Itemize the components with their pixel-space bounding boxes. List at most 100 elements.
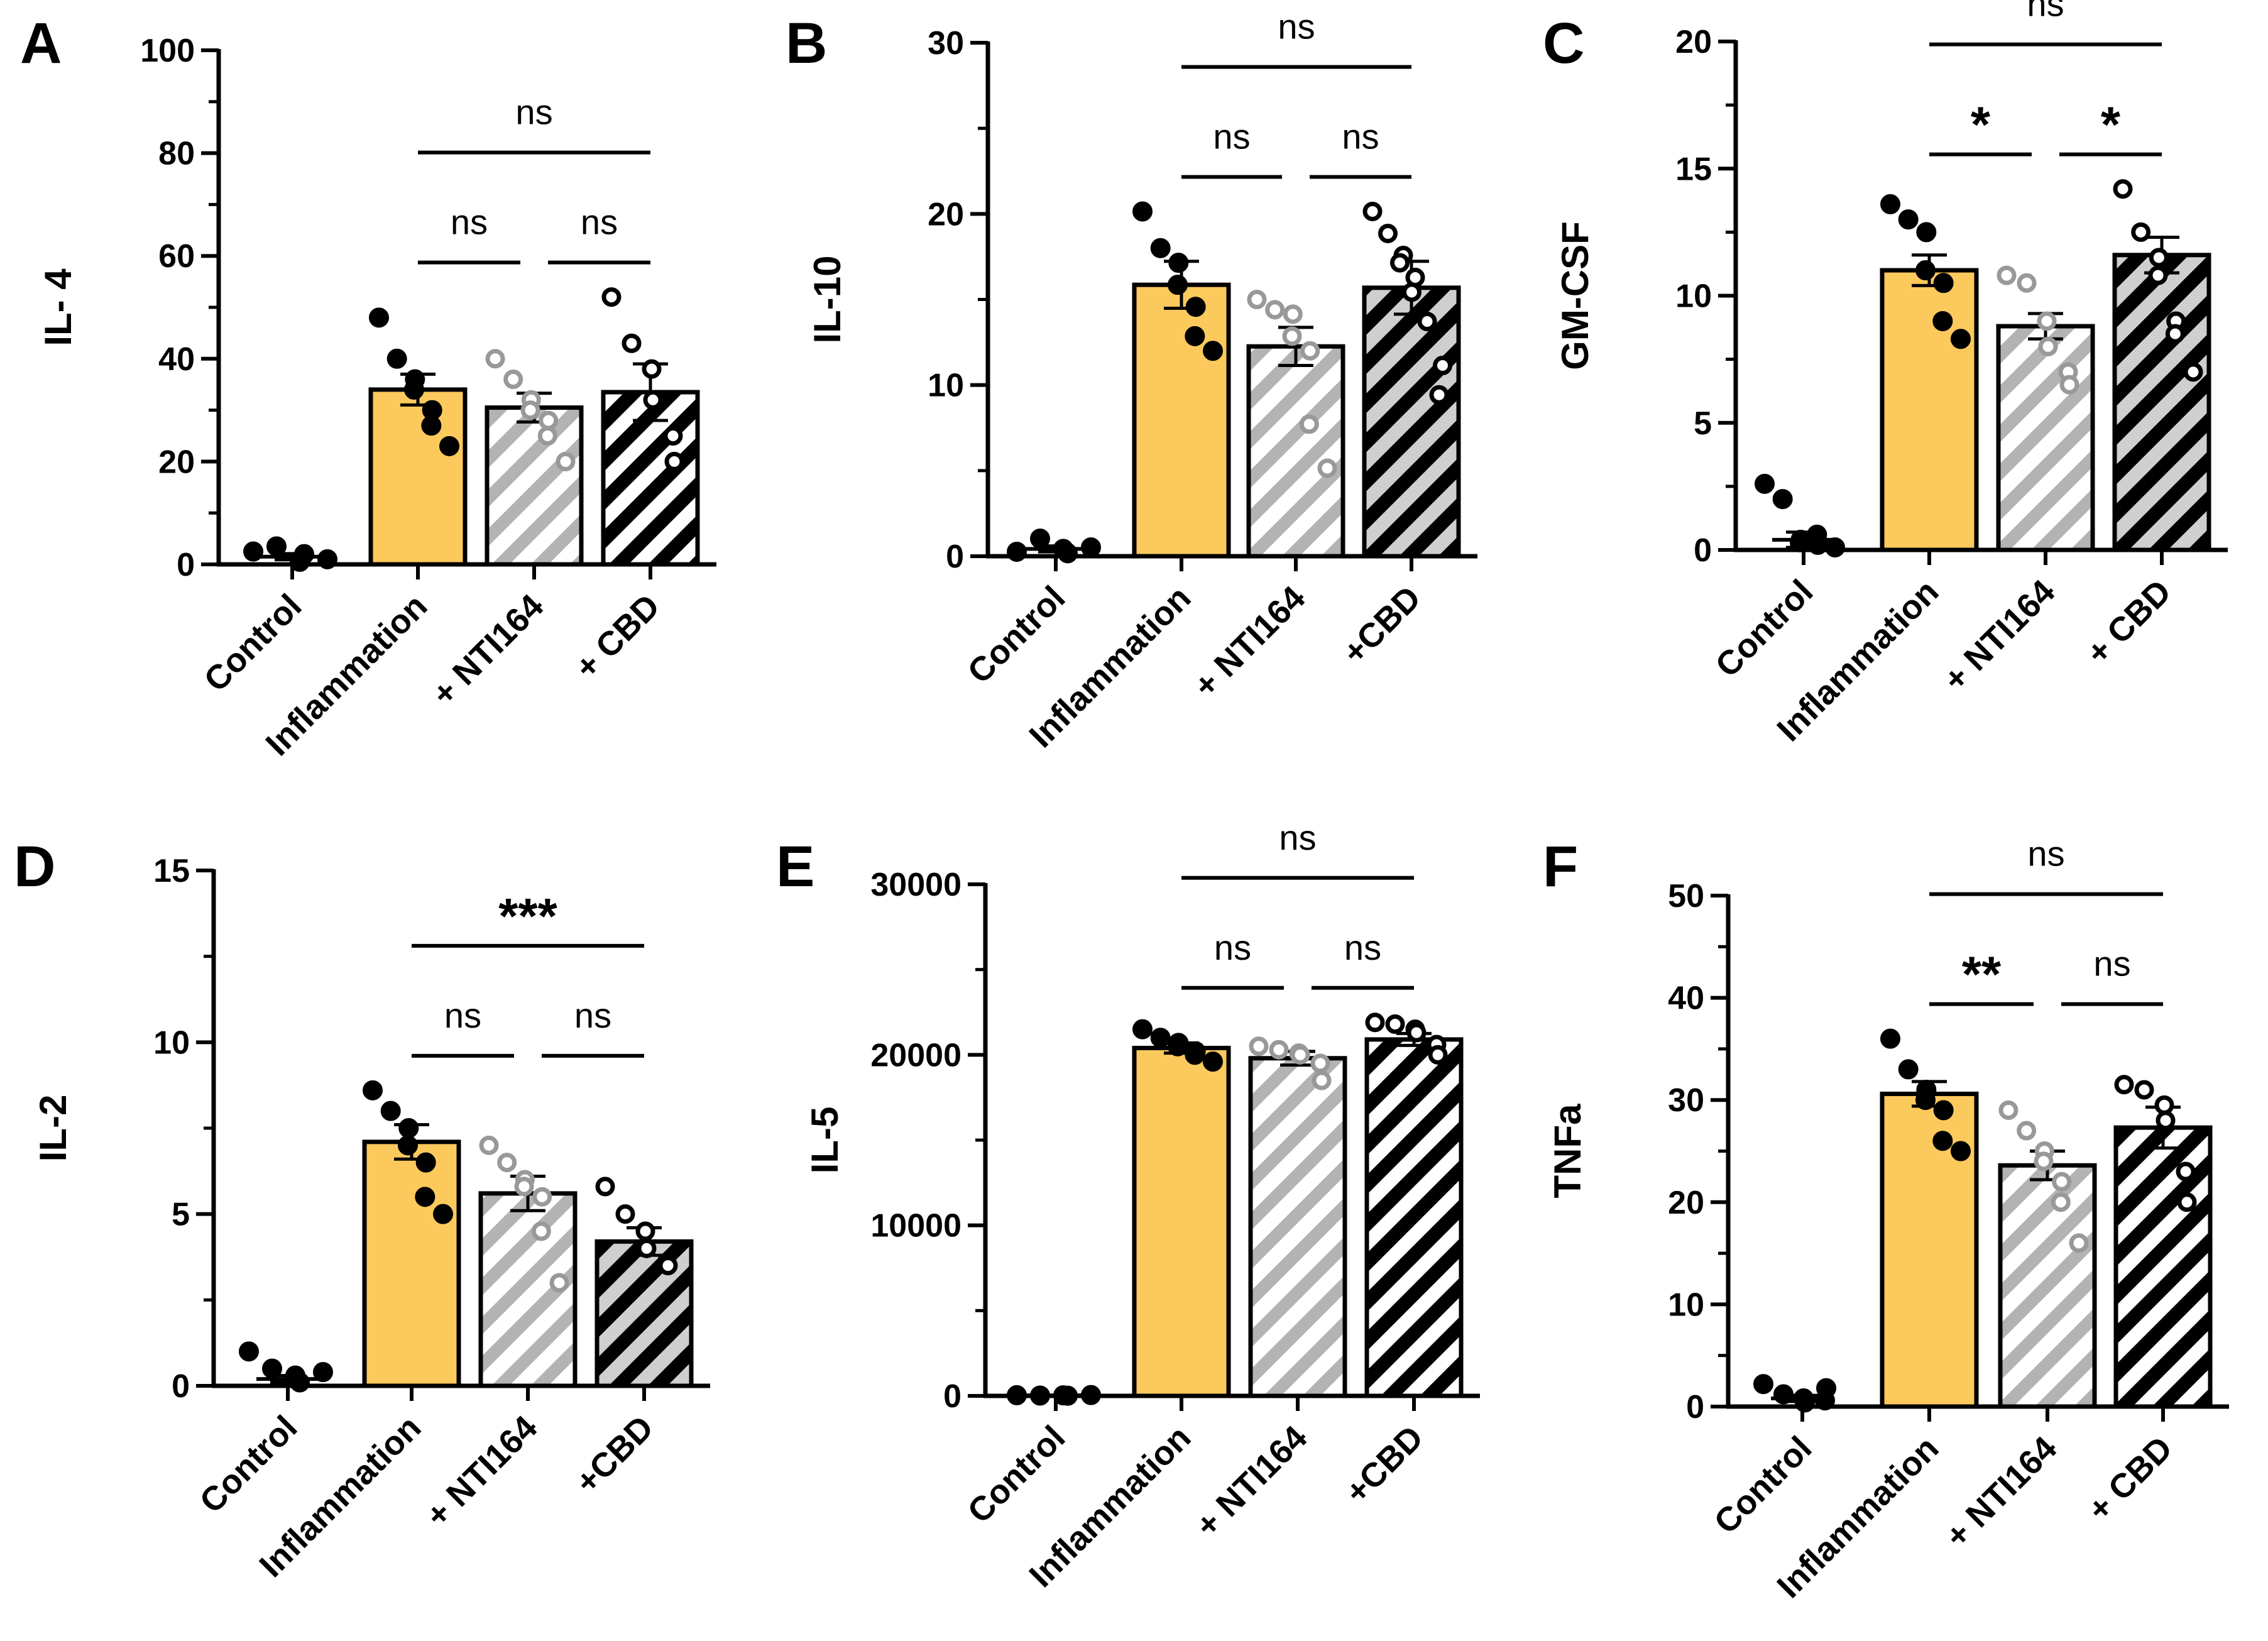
bar: [1132, 1045, 1231, 1398]
data-point: [1299, 414, 1319, 434]
data-point: [514, 1177, 534, 1197]
significance-label: ns: [515, 92, 552, 132]
data-point: [1168, 275, 1188, 295]
data-point: [1378, 223, 1398, 243]
y-tick-label: 5: [172, 1197, 190, 1233]
data-point: [1132, 201, 1153, 222]
bar: [1132, 282, 1231, 559]
y-tick-label: 10: [928, 368, 964, 404]
x-tick-label: +CBD: [1338, 1419, 1430, 1511]
data-point: [1150, 238, 1171, 258]
data-point: [1007, 541, 1027, 562]
data-point: [1433, 356, 1452, 376]
data-point: [404, 379, 424, 400]
data-point: [1030, 528, 1050, 549]
data-point: [262, 1358, 282, 1379]
data-point: [601, 287, 622, 307]
significance-label: *: [2101, 97, 2121, 153]
x-tick-label: Control: [960, 579, 1072, 691]
data-point: [537, 426, 557, 446]
y-tick-label: 10: [1668, 1287, 1704, 1323]
significance-label: ns: [1278, 6, 1315, 46]
data-point: [2037, 311, 2057, 331]
data-point: [1915, 260, 1936, 281]
data-point: [2165, 324, 2185, 344]
data-point: [520, 400, 540, 420]
data-point: [2113, 179, 2133, 199]
y-axis-label: GM-CSF: [1554, 221, 1596, 370]
data-point: [1932, 310, 1953, 331]
y-tick-label: 0: [172, 1368, 190, 1405]
data-point: [1132, 1019, 1153, 1040]
data-point: [1807, 524, 1827, 545]
data-point: [369, 307, 389, 328]
significance-label: **: [1962, 947, 2002, 1002]
data-point: [1081, 537, 1101, 557]
data-point: [2052, 1172, 2072, 1192]
data-point: [1185, 297, 1206, 317]
data-point: [1168, 1036, 1188, 1056]
data-point: [1150, 1028, 1171, 1048]
data-point: [1951, 329, 1971, 349]
data-point: [664, 451, 684, 471]
data-point: [1916, 222, 1937, 243]
data-point: [1755, 473, 1775, 494]
data-point: [1915, 1090, 1936, 1111]
data-point: [1933, 1100, 1954, 1121]
bar: [1996, 324, 2095, 552]
data-point: [1081, 1385, 1101, 1405]
significance-label: ns: [581, 202, 618, 242]
data-point: [497, 1153, 517, 1173]
data-point: [1790, 532, 1810, 552]
y-tick-label: 20: [1675, 24, 1712, 60]
data-point: [539, 410, 559, 431]
data-point: [1753, 1374, 1773, 1395]
data-point: [1312, 1070, 1332, 1090]
data-point: [642, 359, 662, 379]
data-point: [1282, 326, 1302, 346]
x-tick-label: Control: [192, 1408, 304, 1520]
data-point: [1932, 1131, 1953, 1151]
x-tick-label: + CBD: [2080, 1429, 2179, 1528]
data-point: [1825, 537, 1845, 557]
data-point: [1773, 1384, 1794, 1405]
x-tick-label: + NTI164: [1188, 1419, 1315, 1545]
bar: [2112, 253, 2211, 552]
data-point: [1880, 1028, 1900, 1049]
data-point: [503, 370, 523, 390]
y-tick-label: 0: [1686, 1389, 1704, 1425]
data-point: [595, 1177, 615, 1197]
data-point: [1249, 1036, 1269, 1056]
data-point: [380, 1100, 401, 1121]
panel-letter: D: [14, 835, 55, 899]
data-point: [317, 549, 337, 569]
data-point: [313, 1362, 333, 1383]
x-tick-label: + NTI164: [1936, 573, 2063, 699]
significance-label: ns: [451, 202, 488, 242]
significance-label: ns: [1344, 928, 1381, 967]
data-point: [549, 1273, 569, 1293]
bar: [1248, 1056, 1347, 1398]
bar: [1998, 1163, 2097, 1409]
data-point: [439, 436, 459, 456]
data-point: [1317, 458, 1337, 478]
data-point: [266, 536, 287, 557]
data-point: [421, 415, 442, 436]
significance-label: ns: [1279, 818, 1316, 857]
bar: [362, 1139, 461, 1388]
data-point: [2183, 362, 2203, 382]
data-point: [1007, 1385, 1027, 1405]
data-point: [1300, 341, 1320, 361]
data-point: [637, 1238, 657, 1258]
significance-label: ns: [574, 996, 611, 1035]
data-point: [2131, 222, 2151, 242]
data-point: [2134, 1080, 2154, 1100]
y-tick-label: 30: [928, 25, 964, 62]
significance-label: ***: [498, 888, 557, 944]
data-point: [1898, 1059, 1919, 1080]
y-axis-label: IL- 4: [37, 268, 79, 346]
